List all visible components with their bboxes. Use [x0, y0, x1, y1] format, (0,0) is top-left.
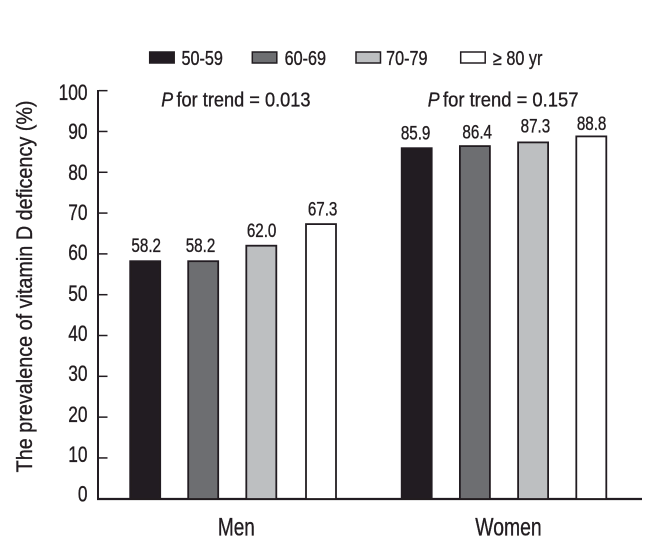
svg-text:85.9: 85.9: [401, 122, 431, 144]
svg-text:86.4: 86.4: [462, 121, 492, 143]
svg-text:The prevalence of vitamin D de: The prevalence of vitamin D deficency (%…: [13, 100, 37, 472]
svg-text:0: 0: [78, 482, 88, 507]
svg-text:40: 40: [68, 322, 87, 347]
svg-text:≥ 80 yr: ≥ 80 yr: [493, 48, 542, 70]
svg-text:50-59: 50-59: [182, 48, 223, 70]
svg-text:P: P: [428, 89, 440, 111]
svg-text:58.2: 58.2: [131, 234, 161, 256]
svg-text:30: 30: [68, 362, 87, 387]
svg-text:62.0: 62.0: [247, 219, 277, 241]
svg-text:90: 90: [68, 120, 87, 145]
svg-text:67.3: 67.3: [308, 198, 338, 220]
svg-text:87.3: 87.3: [521, 115, 551, 137]
svg-text:88.8: 88.8: [577, 112, 607, 134]
svg-text:Men: Men: [218, 513, 255, 541]
svg-text:58.2: 58.2: [186, 234, 216, 256]
svg-text:20: 20: [68, 403, 87, 428]
svg-text:P: P: [161, 90, 173, 112]
svg-text:50: 50: [68, 282, 87, 307]
svg-text:80: 80: [68, 161, 87, 186]
svg-text:Women: Women: [475, 513, 541, 541]
svg-text:60: 60: [68, 241, 87, 266]
svg-text:for trend = 0.157: for trend = 0.157: [443, 90, 578, 112]
svg-text:70-79: 70-79: [386, 48, 427, 70]
svg-text:70: 70: [68, 201, 87, 226]
svg-text:10: 10: [68, 443, 87, 468]
svg-text:100: 100: [59, 81, 88, 106]
svg-text:60-69: 60-69: [285, 48, 326, 70]
svg-text:for trend = 0.013: for trend = 0.013: [177, 90, 311, 112]
